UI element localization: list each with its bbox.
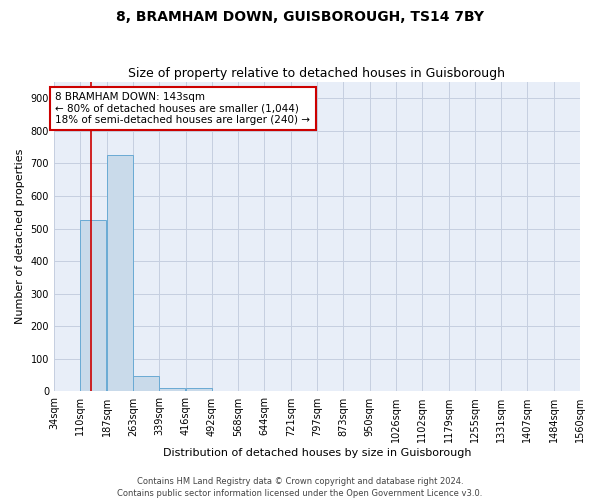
Bar bbox=[107, 154, 133, 392]
Title: Size of property relative to detached houses in Guisborough: Size of property relative to detached ho… bbox=[128, 66, 505, 80]
Bar bbox=[133, 376, 159, 392]
Bar bbox=[159, 388, 185, 392]
X-axis label: Distribution of detached houses by size in Guisborough: Distribution of detached houses by size … bbox=[163, 448, 471, 458]
Bar bbox=[185, 388, 212, 392]
Text: 8 BRAMHAM DOWN: 143sqm
← 80% of detached houses are smaller (1,044)
18% of semi-: 8 BRAMHAM DOWN: 143sqm ← 80% of detached… bbox=[55, 92, 310, 125]
Y-axis label: Number of detached properties: Number of detached properties bbox=[15, 149, 25, 324]
Bar bbox=[80, 220, 106, 392]
Text: 8, BRAMHAM DOWN, GUISBOROUGH, TS14 7BY: 8, BRAMHAM DOWN, GUISBOROUGH, TS14 7BY bbox=[116, 10, 484, 24]
Text: Contains HM Land Registry data © Crown copyright and database right 2024.
Contai: Contains HM Land Registry data © Crown c… bbox=[118, 476, 482, 498]
